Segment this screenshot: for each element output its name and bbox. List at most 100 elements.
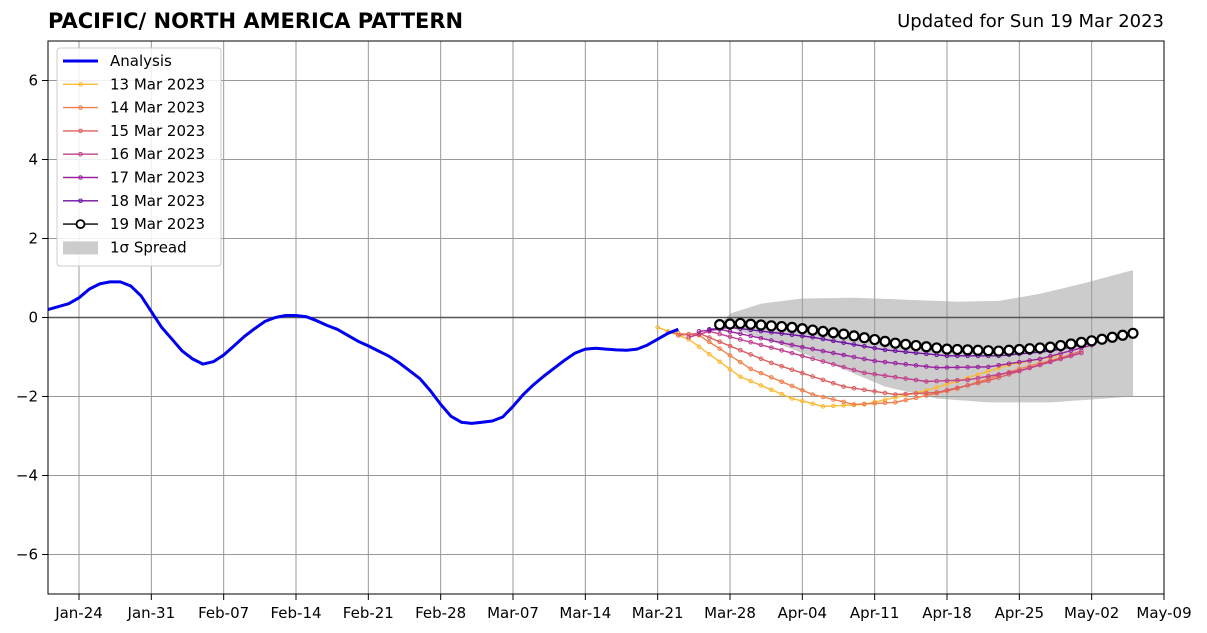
x-tick-label: Apr-11 — [850, 604, 900, 622]
legend-entry: 17 Mar 2023 — [63, 169, 205, 187]
legend-label: 19 Mar 2023 — [110, 215, 205, 233]
forecast-point — [851, 402, 857, 407]
forecast-point — [789, 383, 795, 389]
forecast-series-2 — [676, 331, 1084, 397]
legend-marker — [78, 198, 83, 204]
forecast-point — [889, 337, 901, 349]
forecast-point — [714, 319, 726, 331]
forecast-point — [1055, 339, 1067, 352]
forecast-point — [738, 331, 743, 337]
forecast-point — [993, 345, 1005, 357]
forecast-point — [913, 363, 919, 368]
forecast-point — [955, 385, 960, 391]
forecast-point — [944, 365, 950, 370]
forecast-point — [862, 356, 867, 362]
forecast-point — [1117, 329, 1129, 341]
forecast-point — [913, 377, 919, 383]
forecast-point — [810, 346, 815, 352]
legend-marker — [78, 82, 83, 87]
forecast-line — [698, 328, 1092, 369]
forecast-point — [810, 374, 815, 379]
x-tick-label: Mar-14 — [559, 604, 611, 622]
legend-label: 15 Mar 2023 — [110, 122, 205, 140]
forecast-point — [779, 379, 784, 384]
legend-entry: 14 Mar 2023 — [63, 99, 205, 117]
forecast-point — [872, 358, 877, 364]
forecast-point — [851, 342, 857, 347]
forecast-point — [807, 324, 819, 336]
legend-entry: Analysis — [63, 52, 172, 70]
y-tick-label: 4 — [28, 151, 38, 169]
legend-label: 18 Mar 2023 — [110, 192, 205, 210]
forecast-point — [1127, 327, 1139, 339]
forecast-point — [810, 392, 815, 397]
forecast-point — [1003, 344, 1015, 356]
legend-marker — [78, 151, 83, 157]
forecast-point — [1006, 370, 1012, 375]
forecast-point — [893, 395, 898, 400]
x-tick-label: Apr-25 — [995, 604, 1045, 622]
forecast-point — [786, 321, 798, 333]
forecast-point — [986, 373, 991, 379]
forecast-point — [903, 391, 908, 397]
forecast-point — [882, 347, 888, 353]
forecast-point — [831, 362, 836, 367]
forecast-point — [882, 359, 888, 365]
y-tick-label: −4 — [16, 467, 38, 485]
forecast-point — [1106, 331, 1118, 343]
forecast-point — [696, 329, 702, 334]
forecast-point — [869, 333, 881, 346]
forecast-point — [924, 379, 929, 384]
forecast-point — [734, 317, 746, 330]
forecast-point — [920, 341, 932, 353]
forecast-point — [893, 400, 898, 405]
forecast-point — [872, 345, 877, 351]
forecast-point — [820, 377, 826, 383]
forecast-point — [820, 394, 826, 400]
forecast-point — [1075, 336, 1087, 348]
forecast-point — [727, 329, 733, 334]
legend-entry: 19 Mar 2023 — [63, 215, 205, 233]
forecast-point — [800, 387, 805, 393]
forecast-point — [738, 337, 743, 342]
forecast-point — [758, 342, 764, 348]
forecast-point — [851, 367, 857, 373]
forecast-point — [748, 352, 753, 357]
forecast-point — [858, 332, 870, 344]
forecast-point — [841, 384, 846, 389]
forecast-point — [820, 404, 826, 409]
forecast-point — [1037, 356, 1043, 362]
forecast-point — [696, 331, 702, 337]
forecast-point — [748, 333, 753, 339]
forecast-point — [872, 371, 877, 377]
forecast-point — [986, 369, 991, 374]
legend-label: 1σ Spread — [110, 238, 187, 256]
legend-label: Analysis — [110, 52, 172, 70]
forecast-point — [893, 392, 898, 397]
forecast-point — [1068, 353, 1074, 359]
forecast-point — [831, 338, 836, 344]
forecast-point — [913, 391, 919, 396]
forecast-line — [678, 332, 1082, 396]
legend-label: 13 Mar 2023 — [110, 75, 205, 93]
forecast-point — [972, 344, 984, 356]
y-tick-label: 6 — [28, 72, 38, 90]
forecast-point — [1079, 350, 1084, 356]
forecast-point — [944, 387, 950, 393]
forecast-point — [820, 336, 826, 342]
forecast-point — [862, 343, 867, 349]
forecast-point — [789, 367, 795, 372]
forecast-point — [769, 338, 774, 343]
x-tick-label: Apr-04 — [778, 604, 828, 622]
spread-layer — [719, 270, 1133, 403]
forecast-point — [882, 400, 888, 406]
forecast-point — [944, 378, 950, 384]
forecast-point — [1048, 359, 1053, 365]
forecast-point — [934, 385, 939, 390]
forecast-point — [779, 340, 784, 345]
forecast-point — [758, 356, 764, 361]
forecast-point — [841, 364, 846, 370]
forecast-point — [838, 328, 850, 340]
forecast-point — [903, 397, 908, 403]
forecast-point — [707, 335, 712, 340]
